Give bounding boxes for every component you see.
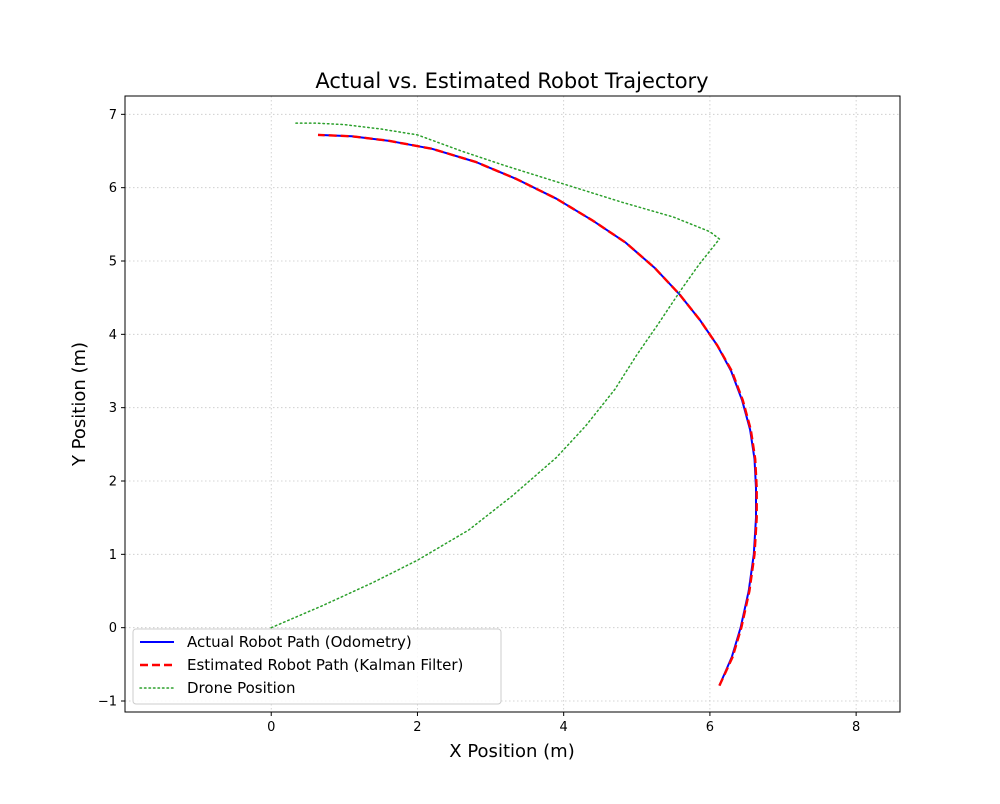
y-tick-label: −1 — [98, 695, 117, 710]
legend-box — [132, 628, 502, 705]
axis-ticks: 0 2 4 6 8 −1 0 1 2 3 4 5 6 7 — [98, 108, 860, 735]
x-tick-label: 0 — [267, 720, 275, 735]
legend-label-1: Actual Robot Path (Odometry) — [187, 633, 412, 651]
x-tick-label: 2 — [413, 720, 421, 735]
legend-label-2: Estimated Robot Path (Kalman Filter) — [187, 656, 463, 674]
y-tick-label: 5 — [109, 255, 117, 270]
y-axis-label: Y Position (m) — [69, 342, 90, 467]
y-tick-label: 6 — [109, 181, 117, 196]
series-lines — [270, 122, 758, 687]
legend-label-3: Drone Position — [187, 679, 295, 697]
x-tick-label: 4 — [560, 720, 568, 735]
series-line-3 — [270, 122, 721, 629]
x-tick-label: 6 — [706, 720, 714, 735]
y-tick-label: 2 — [109, 475, 117, 490]
y-tick-label: 3 — [109, 401, 117, 416]
plot-area-frame — [124, 95, 901, 713]
x-tick-label: 8 — [852, 720, 860, 735]
y-tick-label: 4 — [109, 328, 117, 343]
chart-title: Actual vs. Estimated Robot Trajectory — [315, 69, 708, 93]
y-tick-label: 1 — [109, 548, 117, 563]
x-axis-label: X Position (m) — [449, 741, 574, 762]
legend: Actual Robot Path (Odometry) Estimated Ro… — [132, 628, 502, 705]
series-line-1 — [317, 133, 757, 686]
y-tick-label: 0 — [109, 621, 117, 636]
y-tick-label: 7 — [109, 108, 117, 123]
